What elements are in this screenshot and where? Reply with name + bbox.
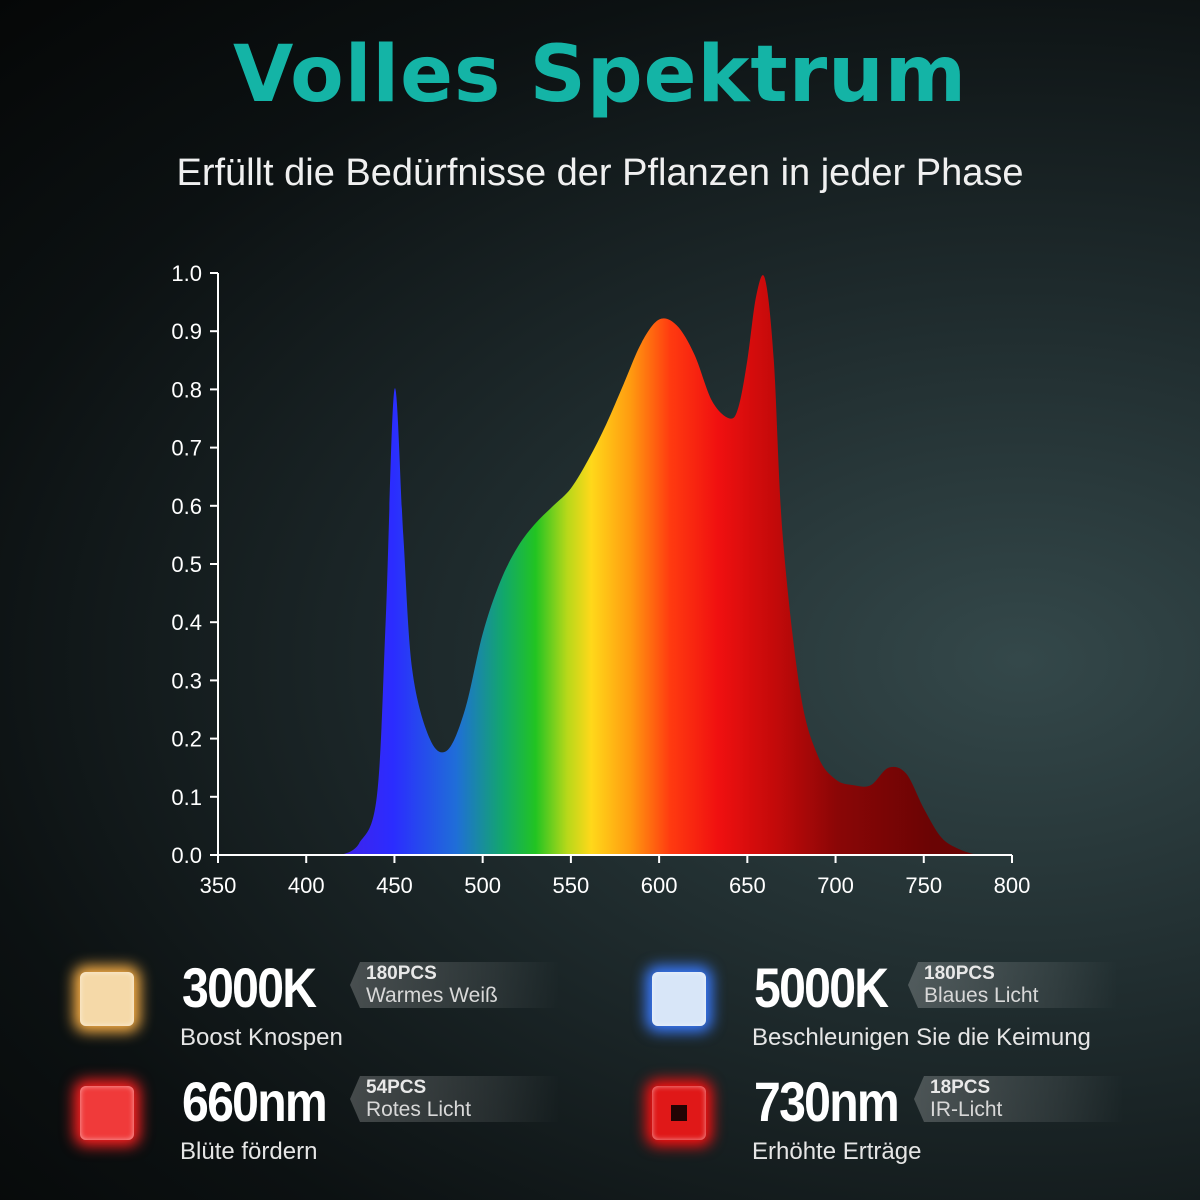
legend-caption: Boost Knospen	[180, 1024, 343, 1051]
legend-pcs: 180PCS	[924, 963, 995, 984]
legend-caption: Blüte fördern	[180, 1138, 318, 1165]
page-subtitle: Erfüllt die Bedürfnisse der Pflanzen in …	[176, 152, 1024, 194]
legend-item: 730nm 18PCS IR-Licht Erhöhte Erträge	[652, 1072, 1172, 1182]
legend-pcs: 54PCS	[366, 1077, 427, 1098]
x-tick-label: 750	[905, 873, 942, 898]
red-led-icon	[80, 1086, 134, 1140]
spectrum-area	[341, 275, 977, 855]
legend-caption: Beschleunigen Sie die Keimung	[752, 1024, 1091, 1051]
cool-white-led-icon	[652, 972, 706, 1026]
legend-value: 660nm	[182, 1070, 328, 1133]
y-tick-label: 0.9	[171, 319, 202, 344]
y-tick-label: 0.5	[171, 552, 202, 577]
x-tick-label: 550	[553, 873, 590, 898]
legend-tag: 18PCS IR-Licht	[914, 1076, 1124, 1122]
legend-pcs: 180PCS	[366, 963, 437, 984]
y-tick-label: 0.6	[171, 494, 202, 519]
x-tick-label: 800	[994, 873, 1031, 898]
ir-led-icon	[652, 1086, 706, 1140]
legend-tag: 54PCS Rotes Licht	[350, 1076, 560, 1122]
legend-tag: 180PCS Blaues Licht	[908, 962, 1118, 1008]
x-tick-label: 500	[464, 873, 501, 898]
legend-pcs: 18PCS	[930, 1077, 991, 1098]
legend-value: 5000K	[754, 956, 889, 1019]
y-tick-label: 0.7	[171, 436, 202, 461]
legend-value: 730nm	[754, 1070, 900, 1133]
y-tick-label: 0.1	[171, 785, 202, 810]
legend-tag: 180PCS Warmes Weiß	[350, 962, 560, 1008]
y-tick-label: 0.3	[171, 668, 202, 693]
x-tick-label: 450	[376, 873, 413, 898]
y-tick-label: 0.4	[171, 610, 202, 635]
legend-desc: Blaues Licht	[924, 984, 1039, 1007]
spectrum-chart: 0.0 0.1 0.2 0.3 0.4 0.5 0.6 0.7 0.8 0.9 1.0 350 400 4…	[171, 261, 1031, 898]
legend-desc: Rotes Licht	[366, 1098, 472, 1121]
x-tick-label: 650	[729, 873, 766, 898]
legend-value: 3000K	[182, 956, 317, 1019]
legend-desc: IR-Licht	[930, 1098, 1003, 1121]
legend-desc: Warmes Weiß	[366, 984, 498, 1007]
legend-caption: Erhöhte Erträge	[752, 1138, 922, 1165]
warm-white-led-icon	[80, 972, 134, 1026]
y-tick-label: 0.8	[171, 377, 202, 402]
x-tick-label: 700	[817, 873, 854, 898]
legend-item: 660nm 54PCS Rotes Licht Blüte fördern	[80, 1072, 600, 1182]
page-title: Volles Spektrum	[233, 30, 967, 120]
y-tick-label: 0.0	[171, 843, 202, 868]
y-tick-label: 0.2	[171, 727, 202, 752]
x-tick-label: 350	[200, 873, 237, 898]
x-tick-label: 400	[288, 873, 325, 898]
legend-item: 5000K 180PCS Blaues Licht Beschleunigen Sie…	[652, 958, 1172, 1068]
legend-item: 3000K 180PCS Warmes Weiß Boost Knospen	[80, 958, 600, 1068]
x-tick-label: 600	[641, 873, 678, 898]
y-tick-label: 1.0	[171, 261, 202, 286]
